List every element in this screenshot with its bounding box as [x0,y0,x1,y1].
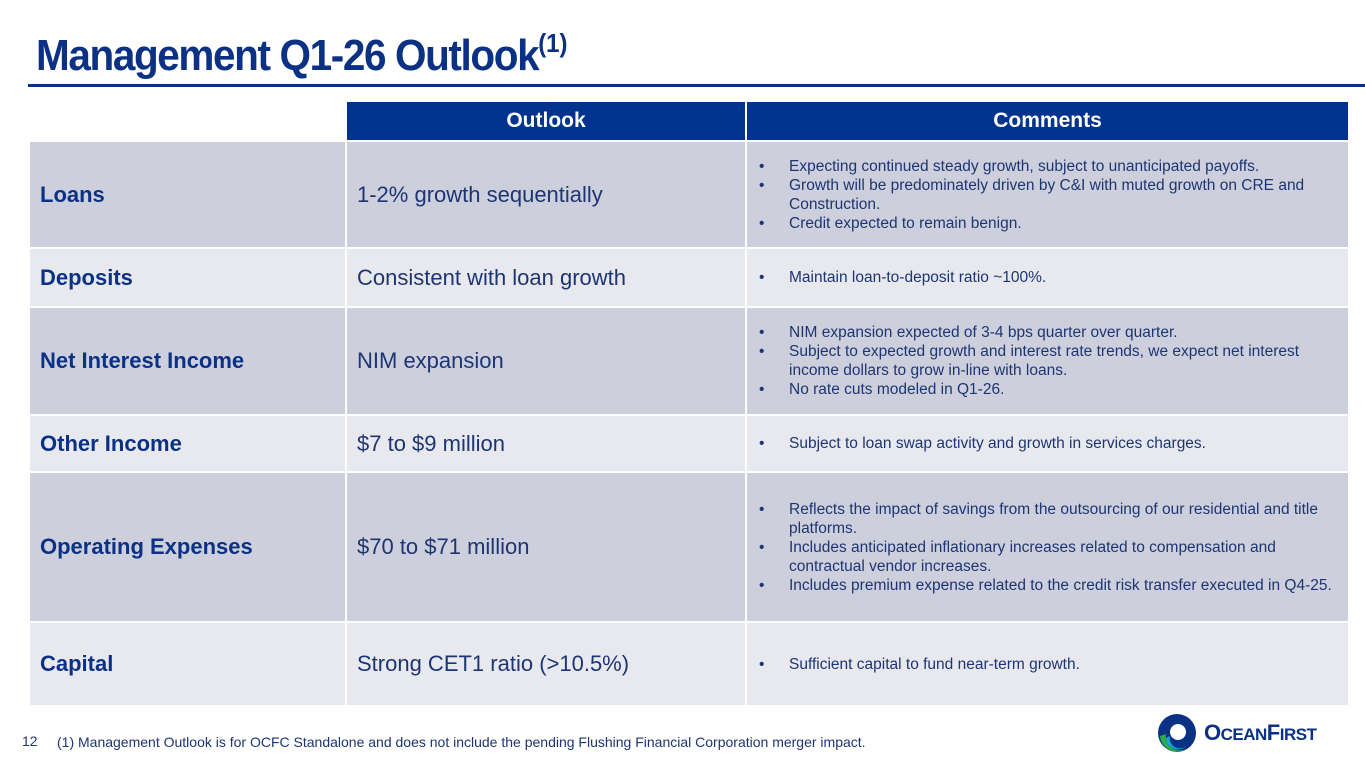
row-outlook: Consistent with loan growth [347,249,745,306]
row-outlook: 1-2% growth sequentially [347,142,745,247]
oceanfirst-logo: OCEANFIRST [1156,712,1317,754]
comment-item: Includes anticipated inflationary increa… [757,538,1334,576]
comment-item: No rate cuts modeled in Q1-26. [757,380,1334,399]
comment-list: Maintain loan-to-deposit ratio ~100%. [757,268,1334,287]
table-row: Deposits Consistent with loan growth Mai… [30,249,1348,306]
title-text: Management Q1-26 Outlook [36,31,540,80]
title-footnote-marker: (1) [538,28,568,58]
row-outlook: Strong CET1 ratio (>10.5%) [347,623,745,705]
comment-item: Expecting continued steady growth, subje… [757,157,1334,176]
table-row: Operating Expenses $70 to $71 million Re… [30,473,1348,621]
comment-list: Sufficient capital to fund near-term gro… [757,655,1334,674]
comment-item: NIM expansion expected of 3-4 bps quarte… [757,323,1334,342]
row-comments: NIM expansion expected of 3-4 bps quarte… [747,308,1348,414]
row-category: Loans [30,142,345,247]
page-title: Management Q1-26 Outlook(1) [36,28,567,81]
header-blank [30,102,345,140]
logo-text: OCEANFIRST [1204,720,1317,745]
table-row: Other Income $7 to $9 million Subject to… [30,416,1348,471]
title-rule [28,84,1365,87]
row-category: Other Income [30,416,345,471]
comment-list: Subject to loan swap activity and growth… [757,434,1334,453]
row-comments: Maintain loan-to-deposit ratio ~100%. [747,249,1348,306]
comment-item: Maintain loan-to-deposit ratio ~100%. [757,268,1334,287]
comment-list: NIM expansion expected of 3-4 bps quarte… [757,323,1334,399]
table-row: Net Interest Income NIM expansion NIM ex… [30,308,1348,414]
row-outlook: $7 to $9 million [347,416,745,471]
header-outlook: Outlook [347,102,745,140]
row-category: Net Interest Income [30,308,345,414]
row-category: Deposits [30,249,345,306]
row-outlook: $70 to $71 million [347,473,745,621]
row-comments: Reflects the impact of savings from the … [747,473,1348,621]
comment-item: Subject to expected growth and interest … [757,342,1334,380]
comment-list: Reflects the impact of savings from the … [757,500,1334,595]
comment-list: Expecting continued steady growth, subje… [757,157,1334,233]
row-comments: Subject to loan swap activity and growth… [747,416,1348,471]
row-comments: Sufficient capital to fund near-term gro… [747,623,1348,705]
comment-item: Subject to loan swap activity and growth… [757,434,1334,453]
row-outlook: NIM expansion [347,308,745,414]
row-comments: Expecting continued steady growth, subje… [747,142,1348,247]
comment-item: Sufficient capital to fund near-term gro… [757,655,1334,674]
comment-item: Credit expected to remain benign. [757,214,1334,233]
row-category: Operating Expenses [30,473,345,621]
header-comments: Comments [747,102,1348,140]
comment-item: Growth will be predominately driven by C… [757,176,1334,214]
table-row: Capital Strong CET1 ratio (>10.5%) Suffi… [30,623,1348,705]
page-number: 12 [22,733,38,749]
comment-item: Reflects the impact of savings from the … [757,500,1334,538]
footnote: (1) Management Outlook is for OCFC Stand… [57,734,866,750]
row-category: Capital [30,623,345,705]
logo-wave-icon [1158,714,1196,752]
comment-item: Includes premium expense related to the … [757,576,1334,595]
outlook-table: Outlook Comments Loans 1-2% growth seque… [28,100,1350,707]
table-row: Loans 1-2% growth sequentially Expecting… [30,142,1348,247]
